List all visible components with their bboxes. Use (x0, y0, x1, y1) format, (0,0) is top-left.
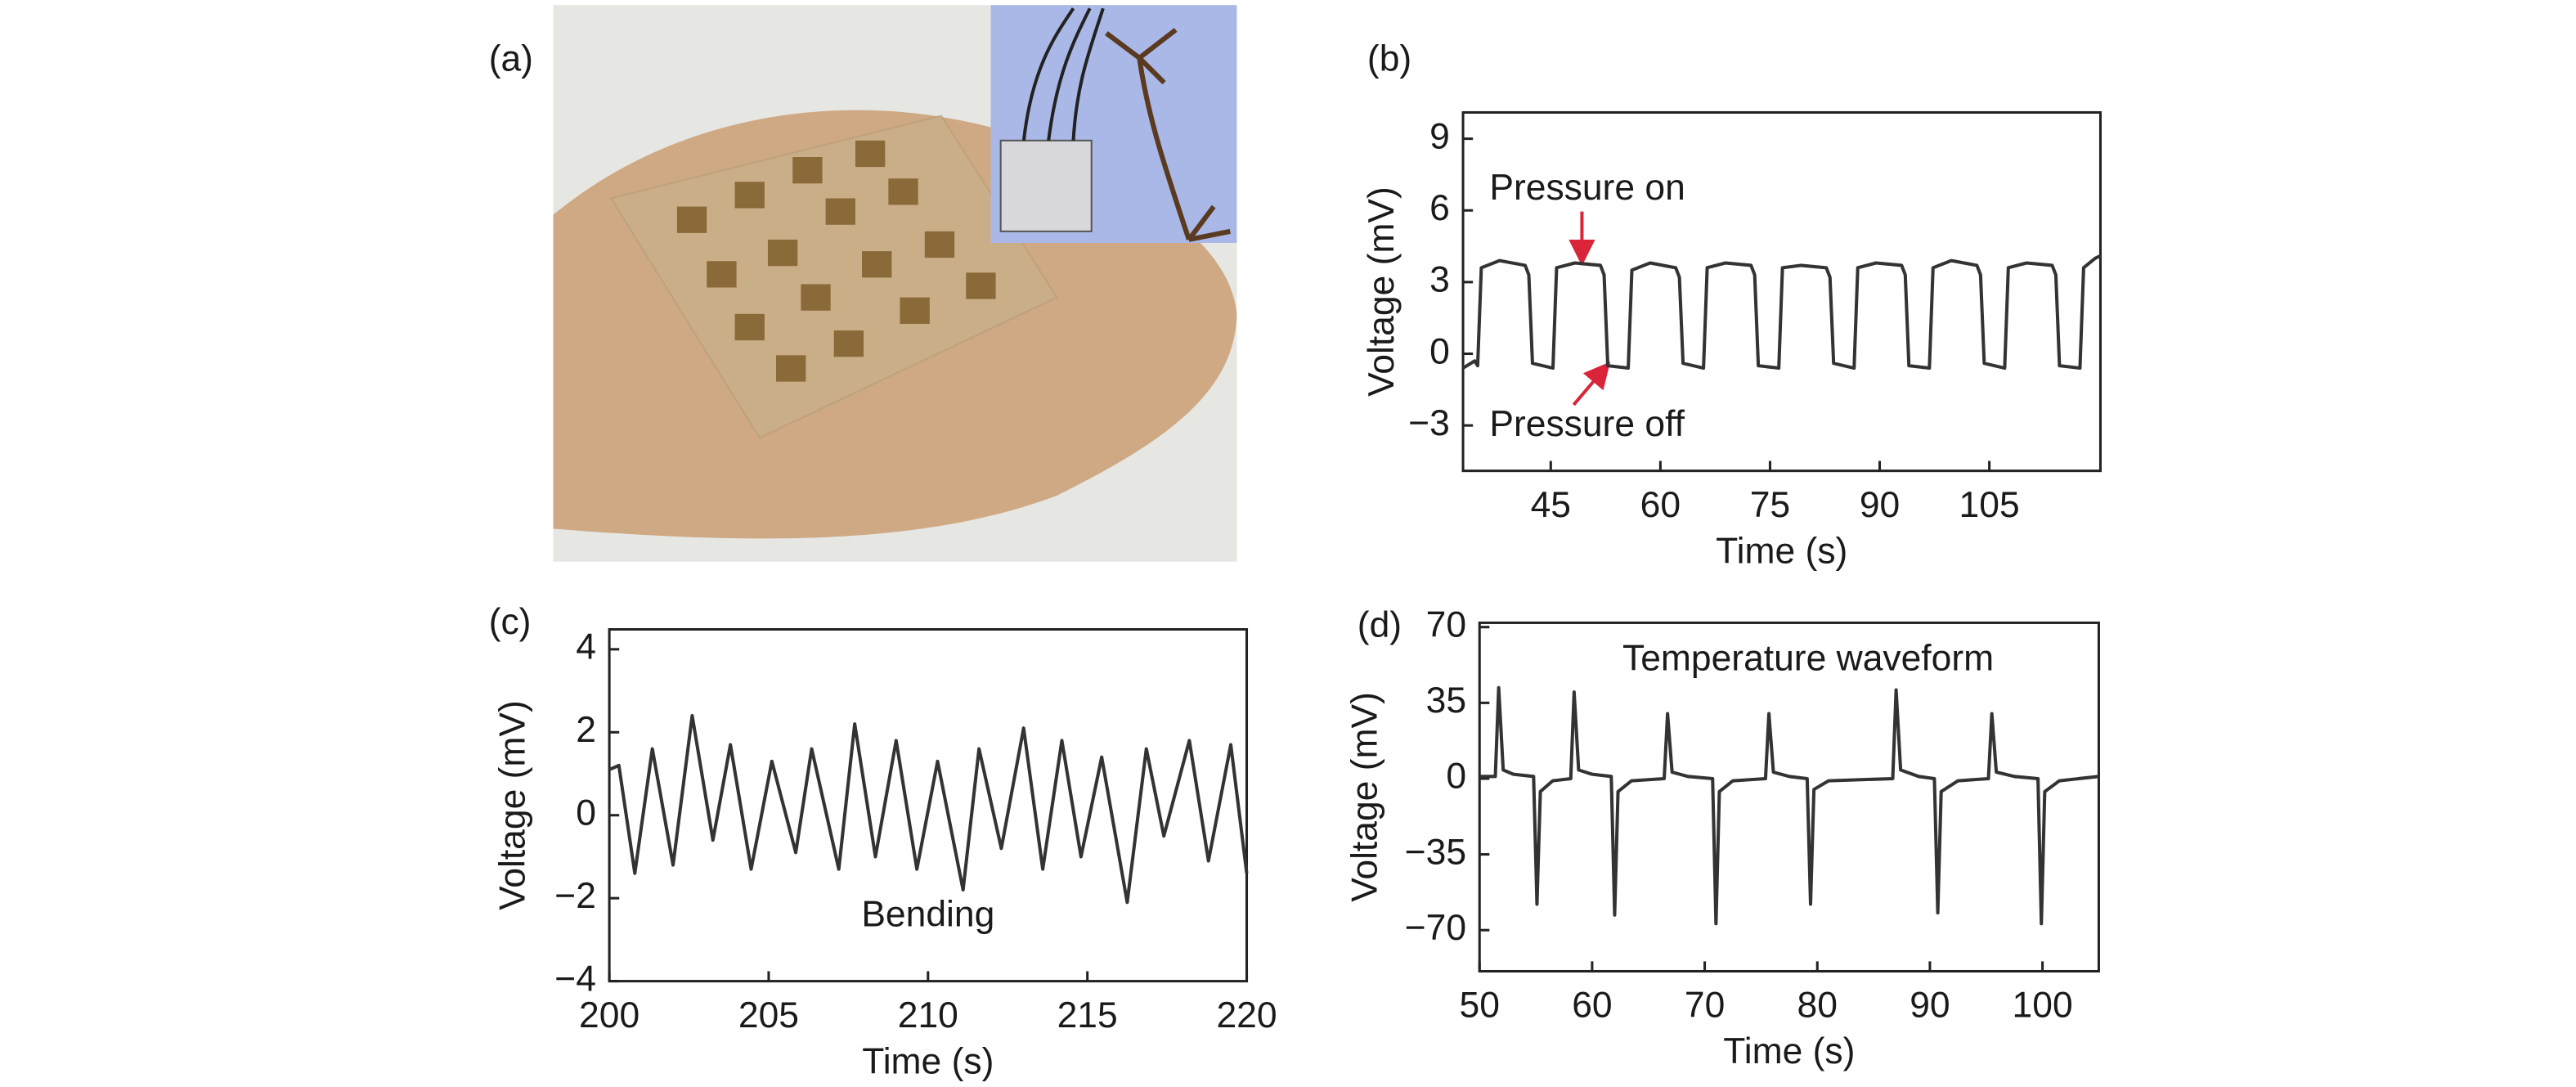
x-tick-label: 215 (1057, 995, 1118, 1035)
x-tick-label: 100 (2013, 986, 2073, 1026)
y-axis-label: Voltage (mV) (1345, 692, 1385, 902)
data-line (1461, 254, 2102, 371)
y-tick-label: 0 (576, 793, 596, 833)
x-axis-label: Time (s) (862, 1041, 994, 1081)
x-tick-label: 90 (1860, 485, 1900, 525)
photo (553, 5, 1237, 562)
y-tick-label: 2 (576, 710, 596, 750)
y-tick-label: −35 (1405, 832, 1466, 872)
panel-label: (a) (489, 39, 533, 79)
x-tick-label: 70 (1685, 986, 1725, 1026)
y-axis-label: Voltage (mV) (493, 700, 533, 910)
data-line (608, 713, 1249, 905)
annotation-arrow (1572, 362, 1611, 407)
x-tick-label: 105 (1959, 485, 2020, 525)
y-tick-label: −2 (554, 876, 596, 916)
inset-device (999, 139, 1093, 232)
panel-label: (d) (1358, 605, 1402, 645)
y-tick-label: 35 (1426, 680, 1466, 721)
inset-wires (1021, 7, 1105, 141)
y-tick-label: 6 (1429, 188, 1450, 228)
inset-neuron (1105, 28, 1231, 242)
x-tick-label: 210 (898, 995, 958, 1035)
x-axis-label: Time (s) (1716, 531, 1847, 571)
y-tick-label: 0 (1446, 757, 1466, 797)
y-tick-label: 70 (1426, 604, 1466, 645)
y-tick-label: 9 (1429, 116, 1450, 156)
y-tick-label: 0 (1429, 331, 1450, 371)
data-line (1479, 685, 2099, 926)
x-tick-label: 90 (1910, 986, 1950, 1026)
y-tick-label: −4 (554, 959, 596, 999)
x-tick-label: 75 (1750, 485, 1790, 525)
sensor-pads (676, 140, 996, 382)
x-tick-label: 205 (738, 995, 799, 1035)
annotation: Temperature waveform (1622, 639, 1994, 679)
y-tick-label: −3 (1408, 403, 1450, 443)
sensor-film (609, 115, 1058, 439)
x-tick-label: 60 (1572, 986, 1612, 1026)
panel-label: (c) (489, 602, 532, 642)
x-tick-label: 60 (1640, 485, 1681, 525)
annotation: Bending (861, 895, 994, 935)
panel-label: (b) (1367, 39, 1411, 79)
y-tick-label: 3 (1429, 260, 1450, 300)
plot-frame (1478, 621, 2100, 972)
x-tick-label: 200 (579, 995, 640, 1035)
plot-frame (1461, 110, 2102, 473)
y-axis-label: Voltage (mV) (1362, 186, 1402, 397)
y-tick-label: −70 (1405, 908, 1466, 948)
y-tick-label: 4 (576, 627, 596, 667)
x-axis-label: Time (s) (1723, 1031, 1855, 1071)
x-tick-label: 80 (1797, 986, 1838, 1026)
x-tick-label: 50 (1460, 986, 1500, 1026)
x-tick-label: 45 (1531, 485, 1571, 525)
x-tick-label: 220 (1216, 995, 1277, 1035)
annotation: Pressure on (1489, 168, 1685, 208)
annotation: Pressure off (1489, 404, 1685, 444)
